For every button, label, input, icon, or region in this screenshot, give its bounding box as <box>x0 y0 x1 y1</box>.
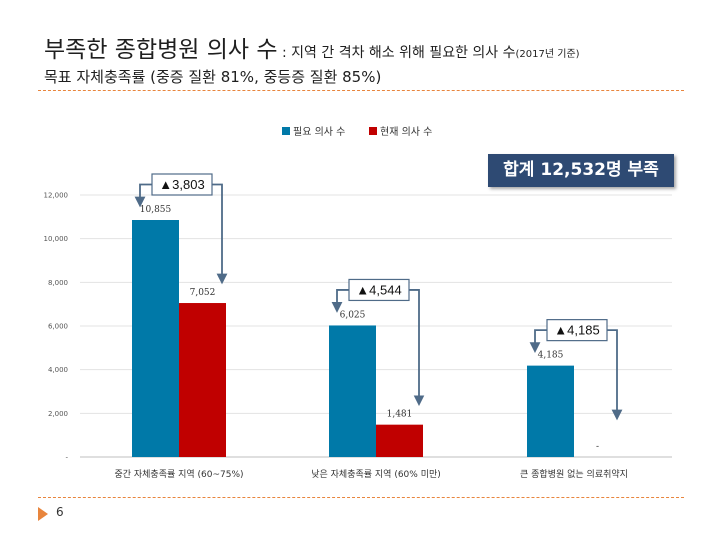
y-tick-label: 8,000 <box>48 279 68 287</box>
gap-arrow-left <box>331 289 349 313</box>
bar <box>376 424 423 457</box>
title-note: (2017년 기준) <box>515 49 580 60</box>
legend-swatch-current <box>369 127 377 135</box>
gap-label: ▲4,544 <box>356 282 401 297</box>
gap-box <box>151 173 213 196</box>
legend-label-required: 필요 의사 수 <box>293 126 345 138</box>
bar <box>179 303 226 457</box>
category-label: 중간 자체충족률 지역 (60~75%) <box>114 469 243 480</box>
gap-box <box>546 319 608 342</box>
data-label: - <box>596 442 599 452</box>
gap-label: ▲3,803 <box>159 177 204 192</box>
gap-arrow-left <box>134 183 152 208</box>
page-subtitle: 목표 자체충족률 (중증 질환 81%, 중등증 질환 85%) <box>44 68 382 86</box>
data-label: 6,025 <box>340 310 366 320</box>
bars <box>132 219 574 457</box>
y-tick-label: - <box>65 454 68 462</box>
category-label: 낮은 자체충족률 지역 (60% 미만) <box>311 469 441 480</box>
title-main: 부족한 종합병원 의사 수 <box>44 37 278 63</box>
page-arrow-icon <box>38 507 48 521</box>
page-number: 6 <box>56 505 64 519</box>
bar <box>527 365 574 457</box>
gap-box <box>348 278 410 302</box>
title-separator: : <box>277 45 292 61</box>
y-tick-label: 2,000 <box>48 410 68 418</box>
y-axis-tick-labels: - 2,000 4,000 6,000 8,000 10,000 12,000 <box>44 192 69 462</box>
data-label: 10,855 <box>140 205 172 215</box>
bar <box>132 219 179 457</box>
gap-arrow-right <box>212 183 228 285</box>
legend-label-current: 현재 의사 수 <box>380 126 432 138</box>
top-divider <box>38 90 684 91</box>
title-detail: 지역 간 격차 해소 위해 필요한 의사 수 <box>291 45 516 61</box>
y-tick-label: 10,000 <box>44 235 69 243</box>
page-title: 부족한 종합병원 의사 수 : 지역 간 격차 해소 위해 필요한 의사 수(2… <box>44 30 580 64</box>
data-label: 7,052 <box>190 288 216 298</box>
legend: 필요 의사 수 현재 의사 수 <box>282 126 432 138</box>
y-tick-label: 12,000 <box>44 192 69 200</box>
gap-callouts: ▲3,803 ▲4,544 ▲4,185 <box>134 173 623 421</box>
gap-label: ▲4,185 <box>554 323 599 338</box>
category-labels: 중간 자체충족률 지역 (60~75%) 낮은 자체충족률 지역 (60% 미만)… <box>114 468 628 480</box>
bottom-divider <box>38 497 684 498</box>
category-label: 큰 종합병원 없는 의료취약지 <box>520 468 628 480</box>
data-label: 1,481 <box>387 410 413 420</box>
gap-arrow-right <box>409 289 425 407</box>
y-tick-label: 6,000 <box>48 323 68 331</box>
bar <box>329 325 376 457</box>
legend-swatch-required <box>282 127 290 135</box>
y-tick-label: 4,000 <box>48 366 68 374</box>
gap-arrow-left <box>529 329 547 354</box>
data-label: 4,185 <box>538 351 564 361</box>
data-labels: 10,855 6,025 4,185 7,052 1,481 - <box>140 205 599 452</box>
gap-arrow-right <box>607 329 623 421</box>
total-shortage-box: 합계 12,532명 부족 <box>488 154 674 187</box>
